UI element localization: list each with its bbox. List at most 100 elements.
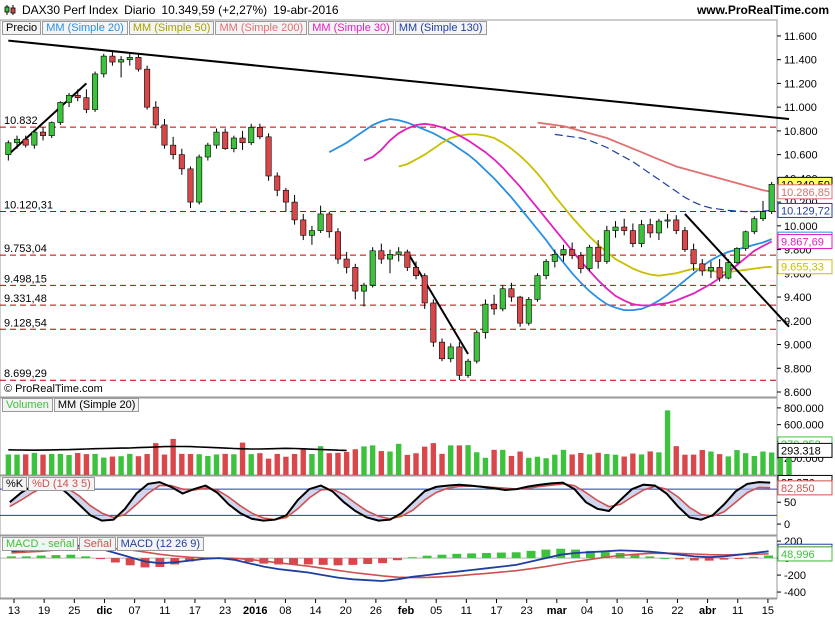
volume-bar (153, 443, 159, 475)
volume-bar (725, 456, 731, 475)
x-tick-label: 07 (129, 605, 141, 617)
candle-body (196, 156, 203, 203)
volume-bar (586, 454, 593, 475)
macd-hist-bar (452, 553, 462, 559)
candle-body (655, 220, 662, 234)
x-tick-label: 23 (219, 605, 231, 617)
ma-line-200 (537, 121, 772, 193)
macd-hist-bar (140, 558, 150, 568)
x-tick-label: feb (398, 605, 415, 617)
volume-bar (526, 457, 532, 475)
candle-body (40, 131, 47, 136)
macd-hist-bar (274, 558, 284, 565)
macd-hist-bar (734, 558, 744, 560)
legend-mm30[interactable]: MM (Simple 30) (308, 21, 394, 35)
macd-tick-label: -400 (784, 587, 806, 599)
value-tag-box (777, 259, 833, 275)
x-tick-label: 22 (671, 605, 683, 617)
macd-hist-bar (392, 558, 402, 561)
volume-bar (283, 456, 289, 475)
volume-bar (439, 453, 445, 475)
volume-bar (361, 446, 367, 475)
candle-body (66, 94, 73, 103)
volume-bar (543, 458, 549, 475)
candle-body (751, 218, 758, 233)
candle-body (421, 275, 428, 304)
x-tick-label: 16 (641, 605, 653, 617)
volume-bar (378, 451, 385, 475)
stochastic-d-tag: 82,850 (781, 483, 815, 495)
macd-hist-bar (51, 555, 61, 559)
trend-line (7, 82, 88, 156)
macd-hist-bar (689, 558, 699, 561)
candle-body (369, 250, 376, 286)
volume-bar (517, 451, 523, 475)
x-tick-label: 19 (38, 605, 50, 617)
legend-k[interactable]: %K (2, 477, 28, 491)
macd-hist-bar (675, 558, 684, 560)
macd-hist-bar (467, 553, 477, 559)
volume-bar (395, 443, 402, 475)
volume-bar (92, 453, 98, 475)
copyright: © ProRealTime.com (4, 383, 103, 395)
legend-volume[interactable]: Volumen (2, 398, 53, 412)
volume-bar (422, 446, 428, 475)
candle-body (560, 249, 567, 255)
volume-bar (777, 454, 784, 475)
volume-bar (760, 451, 766, 475)
value-tag: 9.655,33 (781, 262, 824, 274)
legend-d[interactable]: %D (14 3 5) (28, 477, 95, 491)
macd-hist-bar (170, 558, 180, 565)
level-label: 9.498,15 (4, 273, 47, 285)
volume-bar (508, 455, 515, 475)
legend-volume-mm[interactable]: MM (Simple 20) (53, 398, 140, 412)
macd-hist-bar (585, 550, 595, 559)
volume-bar (647, 451, 653, 475)
legend-mm130[interactable]: MM (Simple 130) (394, 21, 487, 35)
price-tick-label: 11.600 (784, 31, 817, 43)
volume-bar (742, 453, 749, 475)
x-tick-label: 14 (309, 605, 321, 617)
macd-hist-bar (600, 552, 610, 559)
price-tick-label: 9.000 (784, 340, 812, 352)
legend-mm200[interactable]: MM (Simple 200) (215, 21, 308, 35)
legend-mm20[interactable]: MM (Simple 20) (42, 21, 128, 35)
legend-price[interactable]: Precio (2, 21, 42, 35)
x-tick-label: mar (547, 605, 568, 617)
volume-bar (768, 452, 775, 475)
price-panel (0, 19, 778, 398)
macd-hist-bar (81, 556, 91, 559)
candle-body (256, 127, 263, 138)
macd-hist-bar (407, 557, 417, 559)
x-tick-label: 23 (521, 605, 533, 617)
candle-body (664, 219, 671, 222)
volume-bar (786, 455, 792, 475)
level-label: 9.331,48 (4, 293, 47, 305)
volume-ma-tag-box (777, 442, 833, 458)
level-label: 10.832 (4, 115, 38, 127)
chart-date: 19-abr-2016 (273, 3, 339, 17)
volume-bar (40, 454, 46, 475)
volume-bar (83, 454, 90, 475)
candle-body (499, 288, 506, 310)
volume-bar (170, 438, 176, 475)
legend-signal[interactable]: Señal (79, 537, 116, 551)
stochastic-tick-label: 50 (784, 497, 796, 509)
candle-body (265, 136, 272, 177)
legend-macd-hist[interactable]: MACD - señal (2, 537, 79, 551)
legend-macd[interactable]: MACD (12 26 9) (116, 537, 205, 551)
price-tick-label: 8.600 (784, 387, 812, 399)
candle-body (586, 246, 593, 269)
volume-bar (291, 454, 298, 475)
legend-mm50[interactable]: MM (Simple 50) (128, 21, 215, 35)
value-tag-box (777, 184, 833, 200)
candle-body (647, 224, 654, 234)
value-tag: 9.867,69 (781, 237, 824, 249)
volume-bar (49, 453, 55, 475)
macd-hist-bar (526, 550, 536, 559)
candle-body (126, 56, 133, 60)
volume-legend: Volumen MM (Simple 20) (2, 398, 140, 412)
macd-hist-bar (363, 558, 373, 565)
site-url: www.ProRealTime.com (696, 3, 829, 17)
